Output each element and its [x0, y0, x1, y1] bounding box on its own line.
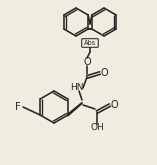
Text: HN: HN — [70, 83, 84, 93]
Polygon shape — [68, 102, 82, 116]
Text: O: O — [83, 57, 91, 67]
Text: Abs: Abs — [84, 40, 96, 46]
Text: F: F — [15, 102, 21, 112]
FancyBboxPatch shape — [82, 39, 98, 47]
Text: OH: OH — [90, 123, 104, 132]
Text: O: O — [110, 100, 118, 110]
Text: O: O — [100, 68, 108, 78]
